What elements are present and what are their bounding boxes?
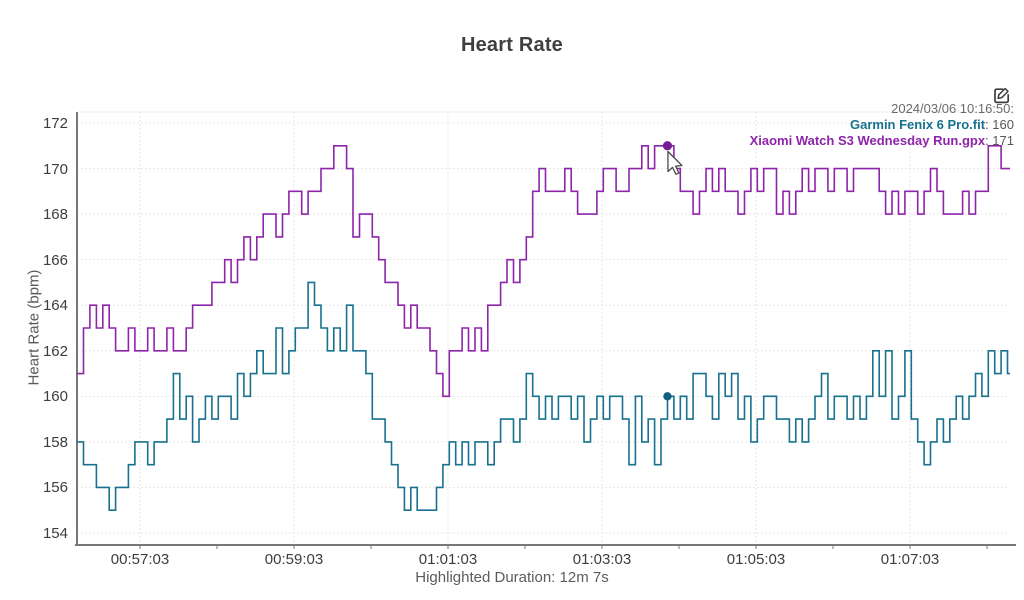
y-tick-label: 170: [42, 160, 68, 178]
x-tick-label: 00:59:03: [264, 551, 324, 568]
y-tick-label: 156: [42, 479, 68, 497]
y-tick-label: 158: [42, 433, 68, 451]
hover-tooltip: 2024/03/06 10:16:50: Garmin Fenix 6 Pro.…: [750, 101, 1014, 149]
y-tick-label: 162: [42, 342, 68, 360]
tooltip-series-name: Garmin Fenix 6 Pro.fit: [849, 117, 986, 132]
x-tick-label: 01:01:03: [418, 551, 478, 568]
y-tick-label: 160: [42, 388, 68, 406]
y-tick-label: 164: [42, 297, 68, 315]
cursor-icon: [667, 150, 683, 175]
x-tick-label: 01:03:03: [572, 551, 632, 568]
tooltip-series-value: : 171: [985, 133, 1014, 148]
edit-icon: [992, 87, 1012, 109]
tooltip-timestamp: 2024/03/06 10:16:50:: [891, 101, 1014, 116]
y-tick-label: 154: [42, 525, 68, 542]
tooltip-series-line: Xiaomi Watch S3 Wednesday Run.gpx: 171: [750, 133, 1014, 149]
y-tick-label: 172: [42, 115, 68, 132]
x-tick-label: 01:05:03: [726, 551, 786, 568]
series-garmin-fenix-6-pro-fit: [77, 281, 1010, 511]
xiaomi-hover-dot: [662, 141, 673, 151]
chart-title: Heart Rate: [460, 34, 564, 56]
series-xiaomi-watch-s3-wednesday-run-gpx: [77, 145, 1010, 398]
tooltip-series-value: : 160: [985, 117, 1014, 132]
garmin-hover-dot: [663, 392, 672, 401]
tooltip-series-line: Garmin Fenix 6 Pro.fit: 160: [750, 117, 1014, 133]
x-tick-label: 00:57:03: [110, 551, 170, 568]
edit-chart-button[interactable]: [992, 85, 1012, 105]
y-axis-label: Heart Rate (bpm): [25, 269, 43, 386]
y-tick-label: 168: [42, 206, 68, 224]
tooltip-series-name: Xiaomi Watch S3 Wednesday Run.gpx: [749, 133, 986, 148]
x-tick-label: 01:07:03: [880, 551, 940, 568]
y-tick-label: 166: [42, 251, 68, 269]
highlighted-duration-label: Highlighted Duration: 12m 7s: [415, 569, 609, 586]
